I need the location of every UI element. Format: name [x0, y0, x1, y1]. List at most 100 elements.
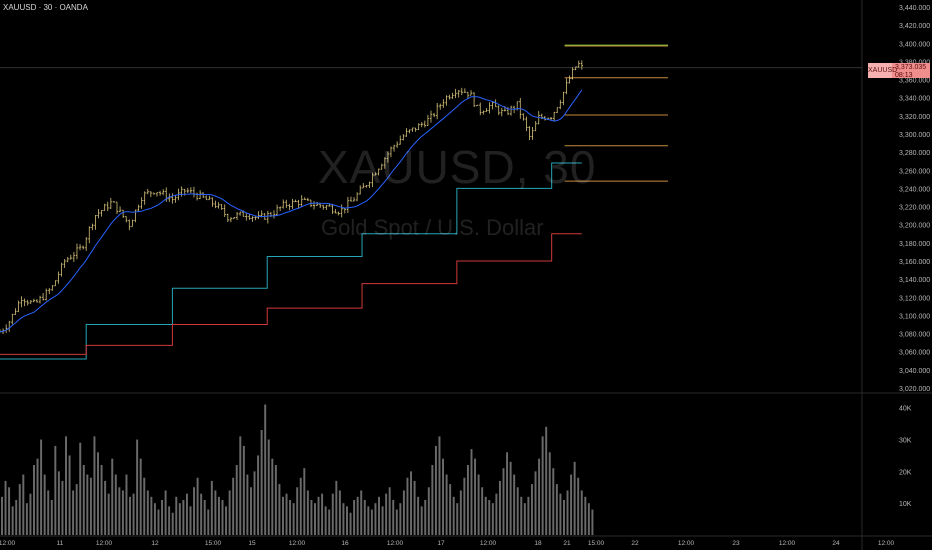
- volume-bar: [498, 480, 501, 535]
- volume-bar: [445, 474, 448, 535]
- volume-bar: [86, 474, 89, 535]
- x-tick-label: 15:00: [588, 540, 605, 547]
- volume-bar: [289, 500, 292, 535]
- volume-bar: [274, 465, 277, 535]
- volume-bar: [178, 503, 181, 535]
- volume-bar: [477, 474, 480, 535]
- volume-bar: [146, 490, 149, 535]
- volume-bar: [545, 426, 548, 535]
- volume-bar: [1, 496, 3, 535]
- volume-bar: [374, 503, 377, 535]
- volume-bar: [534, 471, 537, 535]
- volume-bar: [271, 458, 274, 535]
- volume-bar: [463, 477, 466, 535]
- volume-bar: [182, 500, 185, 535]
- volume-bar: [100, 465, 103, 535]
- volume-bar: [25, 503, 28, 535]
- x-tick-label: 12:00: [0, 540, 16, 547]
- volume-bar: [321, 493, 324, 535]
- volume-bar: [342, 503, 345, 535]
- volume-bar: [175, 496, 178, 535]
- volume-bar: [303, 468, 306, 535]
- volume-bar: [413, 480, 416, 535]
- volume-bar: [47, 490, 50, 535]
- y-tick-label: 3,140.000: [899, 277, 930, 284]
- volume-bar: [97, 452, 99, 535]
- volume-bar: [360, 490, 363, 535]
- volume-bar: [513, 474, 516, 535]
- volume-bar: [72, 490, 75, 535]
- x-tick-label: 15:00: [205, 540, 222, 547]
- volume-tick-label: 10K: [899, 501, 912, 508]
- volume-bar: [520, 496, 523, 535]
- volume-bar: [381, 506, 384, 535]
- volume-bar: [260, 430, 263, 535]
- y-tick-label: 3,080.000: [899, 332, 930, 339]
- volume-bar: [164, 490, 167, 535]
- volume-bar: [495, 493, 498, 535]
- volume-bar: [253, 471, 256, 535]
- volume-bar: [210, 480, 213, 535]
- volume-bar: [548, 452, 551, 535]
- volume-bar: [150, 496, 153, 535]
- volume-bar: [50, 500, 53, 535]
- y-tick-label: 3,220.000: [899, 205, 930, 212]
- volume-bar: [310, 500, 313, 535]
- x-tick-label: 11: [57, 540, 64, 547]
- volume-bar: [427, 487, 430, 535]
- volume-bar: [200, 493, 203, 535]
- volume-bar: [566, 490, 569, 535]
- volume-bar: [111, 458, 114, 535]
- volume-bar: [15, 500, 18, 535]
- volume-bar: [555, 484, 558, 535]
- volume-bar: [306, 490, 309, 535]
- symbol-label: XAUUSD · 30 · OANDA: [3, 3, 88, 12]
- x-tick-label: 15: [248, 540, 256, 547]
- volume-bar: [43, 474, 46, 535]
- x-tick-label: 22: [631, 540, 639, 547]
- volume-bar: [249, 487, 252, 535]
- volume-bar: [442, 458, 445, 535]
- x-tick-label: 18: [534, 540, 542, 547]
- volume-bar: [385, 493, 388, 535]
- y-tick-label: 3,160.000: [899, 259, 930, 266]
- volume-bar: [552, 468, 555, 535]
- x-tick-label: 21: [563, 540, 571, 547]
- band-upper: [0, 162, 582, 360]
- y-tick-label: 3,440.000: [899, 5, 930, 12]
- x-tick-label: 12:00: [289, 540, 306, 547]
- volume-bar: [392, 500, 395, 535]
- volume-bar: [452, 496, 455, 535]
- volume-tick-label: 40K: [899, 406, 912, 413]
- volume-bar: [11, 506, 14, 535]
- volume-bar: [509, 461, 512, 535]
- y-tick-label: 3,260.000: [899, 168, 930, 175]
- volume-bar: [530, 484, 533, 535]
- volume-bar: [54, 445, 57, 535]
- volume-bar: [161, 500, 164, 535]
- x-tick-label: 17: [437, 540, 445, 547]
- volume-bar: [214, 490, 217, 535]
- volume-bar: [278, 484, 281, 535]
- volume-bar: [125, 474, 128, 535]
- volume-bar: [193, 487, 196, 535]
- volume-bar: [591, 509, 594, 535]
- volume-bar: [235, 465, 238, 535]
- volume-bar: [57, 471, 60, 535]
- volume-bar: [189, 506, 192, 535]
- volume-bar: [107, 493, 110, 535]
- volume-bar: [171, 512, 174, 535]
- volume-bar: [132, 493, 135, 535]
- volume-bar: [267, 439, 270, 535]
- volume-bar: [153, 503, 156, 535]
- volume-bar: [406, 477, 409, 535]
- volume-bar: [139, 458, 142, 535]
- volume-bar: [104, 480, 107, 535]
- volume-bar: [8, 487, 11, 535]
- volume-bar: [577, 477, 580, 535]
- bar-countdown: 08:13: [895, 72, 913, 79]
- volume-bar: [349, 512, 352, 535]
- y-tick-label: 3,240.000: [899, 186, 930, 193]
- volume-bar: [225, 506, 228, 535]
